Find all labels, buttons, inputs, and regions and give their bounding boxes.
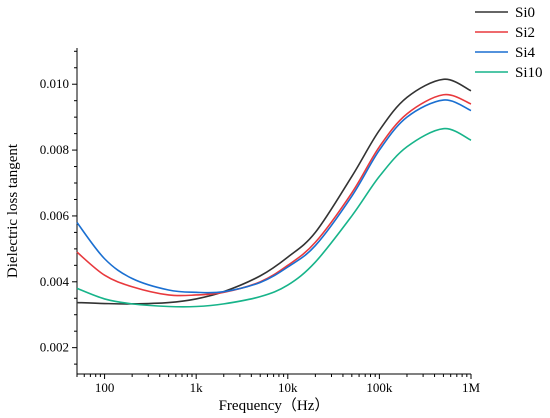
y-tick-label: 0.002 [40,340,69,355]
x-tick-label: 100k [366,380,393,395]
y-tick-label: 0.006 [40,208,70,223]
legend-label-si2: Si2 [515,25,535,41]
x-tick-label: 10k [278,380,298,395]
x-axis: 100 1k 10k 100k 1M [76,374,481,395]
y-tick-label: 0.008 [40,142,69,157]
series-line-si10 [76,127,472,308]
legend-label-si0: Si0 [515,5,535,21]
x-axis-title: Frequency（Hz） [219,397,330,414]
x-tick-label: 1M [462,380,481,395]
x-tick-label: 1k [190,380,204,395]
y-axis: 0.002 0.004 0.006 0.008 0.010 [40,50,77,365]
y-axis-title: Dielectric loss tangent [5,143,21,278]
series-layer [76,78,472,308]
series-line-si4 [76,99,472,294]
legend: Si0 Si2 Si4 Si10 [475,5,543,81]
legend-label-si4: Si4 [515,45,536,61]
y-tick-label: 0.004 [40,274,70,289]
legend-label-si10: Si10 [515,65,543,81]
y-tick-label: 0.010 [40,76,69,91]
x-tick-label: 100 [95,380,115,395]
series-line-si2 [76,93,472,297]
plot-area [76,48,471,375]
